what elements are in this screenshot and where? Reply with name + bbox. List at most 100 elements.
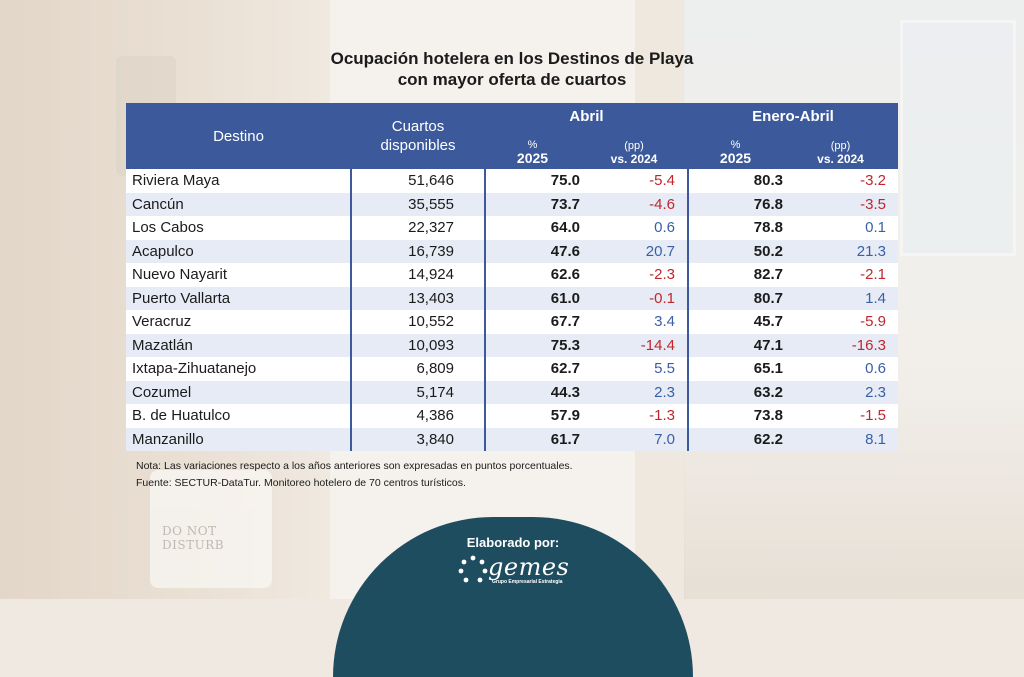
cell-destino: Los Cabos xyxy=(126,216,352,240)
cell-cuartos: 6,809 xyxy=(351,357,486,381)
cell-enero-pct: 73.8 xyxy=(688,404,783,428)
cell-abril-pp: 2.3 xyxy=(580,380,689,404)
cell-enero-pct: 82.7 xyxy=(688,263,783,287)
header-group-enero-abril: Enero-Abril xyxy=(688,103,898,129)
cell-abril-pp: 3.4 xyxy=(580,310,689,334)
cell-destino: Cozumel xyxy=(126,380,352,404)
cell-enero-pp: -2.1 xyxy=(783,263,898,287)
header-cuartos-line2: disponibles xyxy=(380,137,456,154)
header-destino: Destino xyxy=(126,103,351,169)
cell-destino: Puerto Vallarta xyxy=(126,286,352,310)
cell-abril-pp: 0.6 xyxy=(580,216,689,240)
cell-abril-pct: 61.7 xyxy=(485,427,580,451)
background-window xyxy=(900,20,1016,256)
cell-enero-pp: -5.9 xyxy=(783,310,898,334)
cell-enero-pp: 21.3 xyxy=(783,239,898,263)
cell-enero-pp: -3.2 xyxy=(783,169,898,193)
header-enero-pct: % 2025 xyxy=(688,129,783,169)
cell-abril-pp: -14.4 xyxy=(580,333,689,357)
do-not-disturb-sign: DO NOT DISTURB xyxy=(150,470,272,588)
table-row: Cancún 35,555 73.7 -4.6 76.8 -3.5 xyxy=(126,192,898,216)
cell-abril-pct: 57.9 xyxy=(485,404,580,428)
logo-subtitle: Grupo Empresarial Estrategia xyxy=(492,579,563,585)
table-row: Nuevo Nayarit 14,924 62.6 -2.3 82.7 -2.1 xyxy=(126,263,898,287)
cell-cuartos: 13,403 xyxy=(351,286,486,310)
table-row: Manzanillo 3,840 61.7 7.0 62.2 8.1 xyxy=(126,427,898,451)
pp-label: (pp) xyxy=(624,140,644,152)
cell-abril-pp: -1.3 xyxy=(580,404,689,428)
table-row: Mazatlán 10,093 75.3 -14.4 47.1 -16.3 xyxy=(126,333,898,357)
table-row: B. de Huatulco 4,386 57.9 -1.3 73.8 -1.5 xyxy=(126,404,898,428)
table-row: Cozumel 5,174 44.3 2.3 63.2 2.3 xyxy=(126,380,898,404)
cell-enero-pp: -16.3 xyxy=(783,333,898,357)
cell-abril-pp: -4.6 xyxy=(580,192,689,216)
pp-vs: vs. 2024 xyxy=(817,152,864,166)
cell-enero-pct: 65.1 xyxy=(688,357,783,381)
cell-abril-pct: 62.7 xyxy=(485,357,580,381)
table-row: Los Cabos 22,327 64.0 0.6 78.8 0.1 xyxy=(126,216,898,240)
cell-enero-pp: -3.5 xyxy=(783,192,898,216)
table-row: Veracruz 10,552 67.7 3.4 45.7 -5.9 xyxy=(126,310,898,334)
cell-abril-pp: -5.4 xyxy=(580,169,689,193)
cell-abril-pct: 62.6 xyxy=(485,263,580,287)
pct-symbol: % xyxy=(527,139,538,151)
cell-enero-pp: 2.3 xyxy=(783,380,898,404)
cell-destino: Mazatlán xyxy=(126,333,352,357)
header-cuartos-line1: Cuartos xyxy=(391,118,445,135)
pct-year: 2025 xyxy=(516,150,549,166)
occupancy-table: Destino Cuartos disponibles Abril Enero-… xyxy=(126,103,898,451)
header-group-abril: Abril xyxy=(485,103,688,129)
cell-abril-pct: 64.0 xyxy=(485,216,580,240)
table-body: Riviera Maya 51,646 75.0 -5.4 80.3 -3.2 Cancún… xyxy=(126,169,898,451)
cell-enero-pp: 8.1 xyxy=(783,427,898,451)
pct-symbol: % xyxy=(730,139,741,151)
cell-abril-pp: 5.5 xyxy=(580,357,689,381)
cell-destino: Cancún xyxy=(126,192,352,216)
table-row: Puerto Vallarta 13,403 61.0 -0.1 80.7 1.4 xyxy=(126,286,898,310)
cell-enero-pct: 78.8 xyxy=(688,216,783,240)
gemes-logo: gemes Grupo Empresarial Estrategia xyxy=(458,551,578,587)
cell-enero-pct: 80.3 xyxy=(688,169,783,193)
title-line-1: Ocupación hotelera en los Destinos de Pl… xyxy=(330,49,694,68)
cell-destino: Ixtapa-Zihuatanejo xyxy=(126,357,352,381)
cell-destino: B. de Huatulco xyxy=(126,404,352,428)
cell-cuartos: 16,739 xyxy=(351,239,486,263)
cell-cuartos: 3,840 xyxy=(351,427,486,451)
cell-enero-pp: -1.5 xyxy=(783,404,898,428)
cell-cuartos: 22,327 xyxy=(351,216,486,240)
cell-enero-pct: 76.8 xyxy=(688,192,783,216)
table-row: Riviera Maya 51,646 75.0 -5.4 80.3 -3.2 xyxy=(126,169,898,193)
cell-abril-pp: -0.1 xyxy=(580,286,689,310)
cell-cuartos: 4,386 xyxy=(351,404,486,428)
title-line-2: con mayor oferta de cuartos xyxy=(397,70,627,89)
header-cuartos: Cuartos disponibles xyxy=(351,103,485,169)
table-note: Nota: Las variaciones respecto a los año… xyxy=(136,460,573,472)
cell-destino: Nuevo Nayarit xyxy=(126,263,352,287)
pp-vs: vs. 2024 xyxy=(610,152,658,166)
cell-enero-pp: 1.4 xyxy=(783,286,898,310)
cell-abril-pp: 7.0 xyxy=(580,427,689,451)
cell-destino: Manzanillo xyxy=(126,427,352,451)
pct-year: 2025 xyxy=(719,150,752,166)
cell-enero-pct: 80.7 xyxy=(688,286,783,310)
cell-abril-pct: 47.6 xyxy=(485,239,580,263)
header-enero-pp: (pp) vs. 2024 xyxy=(783,129,898,169)
cell-abril-pct: 67.7 xyxy=(485,310,580,334)
page-title: Ocupación hotelera en los Destinos de Pl… xyxy=(0,48,1024,90)
cell-abril-pct: 75.3 xyxy=(485,333,580,357)
cell-abril-pp: -2.3 xyxy=(580,263,689,287)
logo-dots-icon xyxy=(458,555,488,583)
door-sign-text: DO NOT DISTURB xyxy=(162,524,225,552)
cell-abril-pp: 20.7 xyxy=(580,239,689,263)
cell-enero-pct: 62.2 xyxy=(688,427,783,451)
cell-enero-pct: 45.7 xyxy=(688,310,783,334)
cell-cuartos: 5,174 xyxy=(351,380,486,404)
header-abril-pp: (pp) vs. 2024 xyxy=(580,129,688,169)
cell-enero-pp: 0.1 xyxy=(783,216,898,240)
cell-cuartos: 10,093 xyxy=(351,333,486,357)
cell-abril-pct: 44.3 xyxy=(485,380,580,404)
cell-cuartos: 51,646 xyxy=(351,169,486,193)
cell-enero-pct: 63.2 xyxy=(688,380,783,404)
cell-destino: Veracruz xyxy=(126,310,352,334)
cell-cuartos: 35,555 xyxy=(351,192,486,216)
